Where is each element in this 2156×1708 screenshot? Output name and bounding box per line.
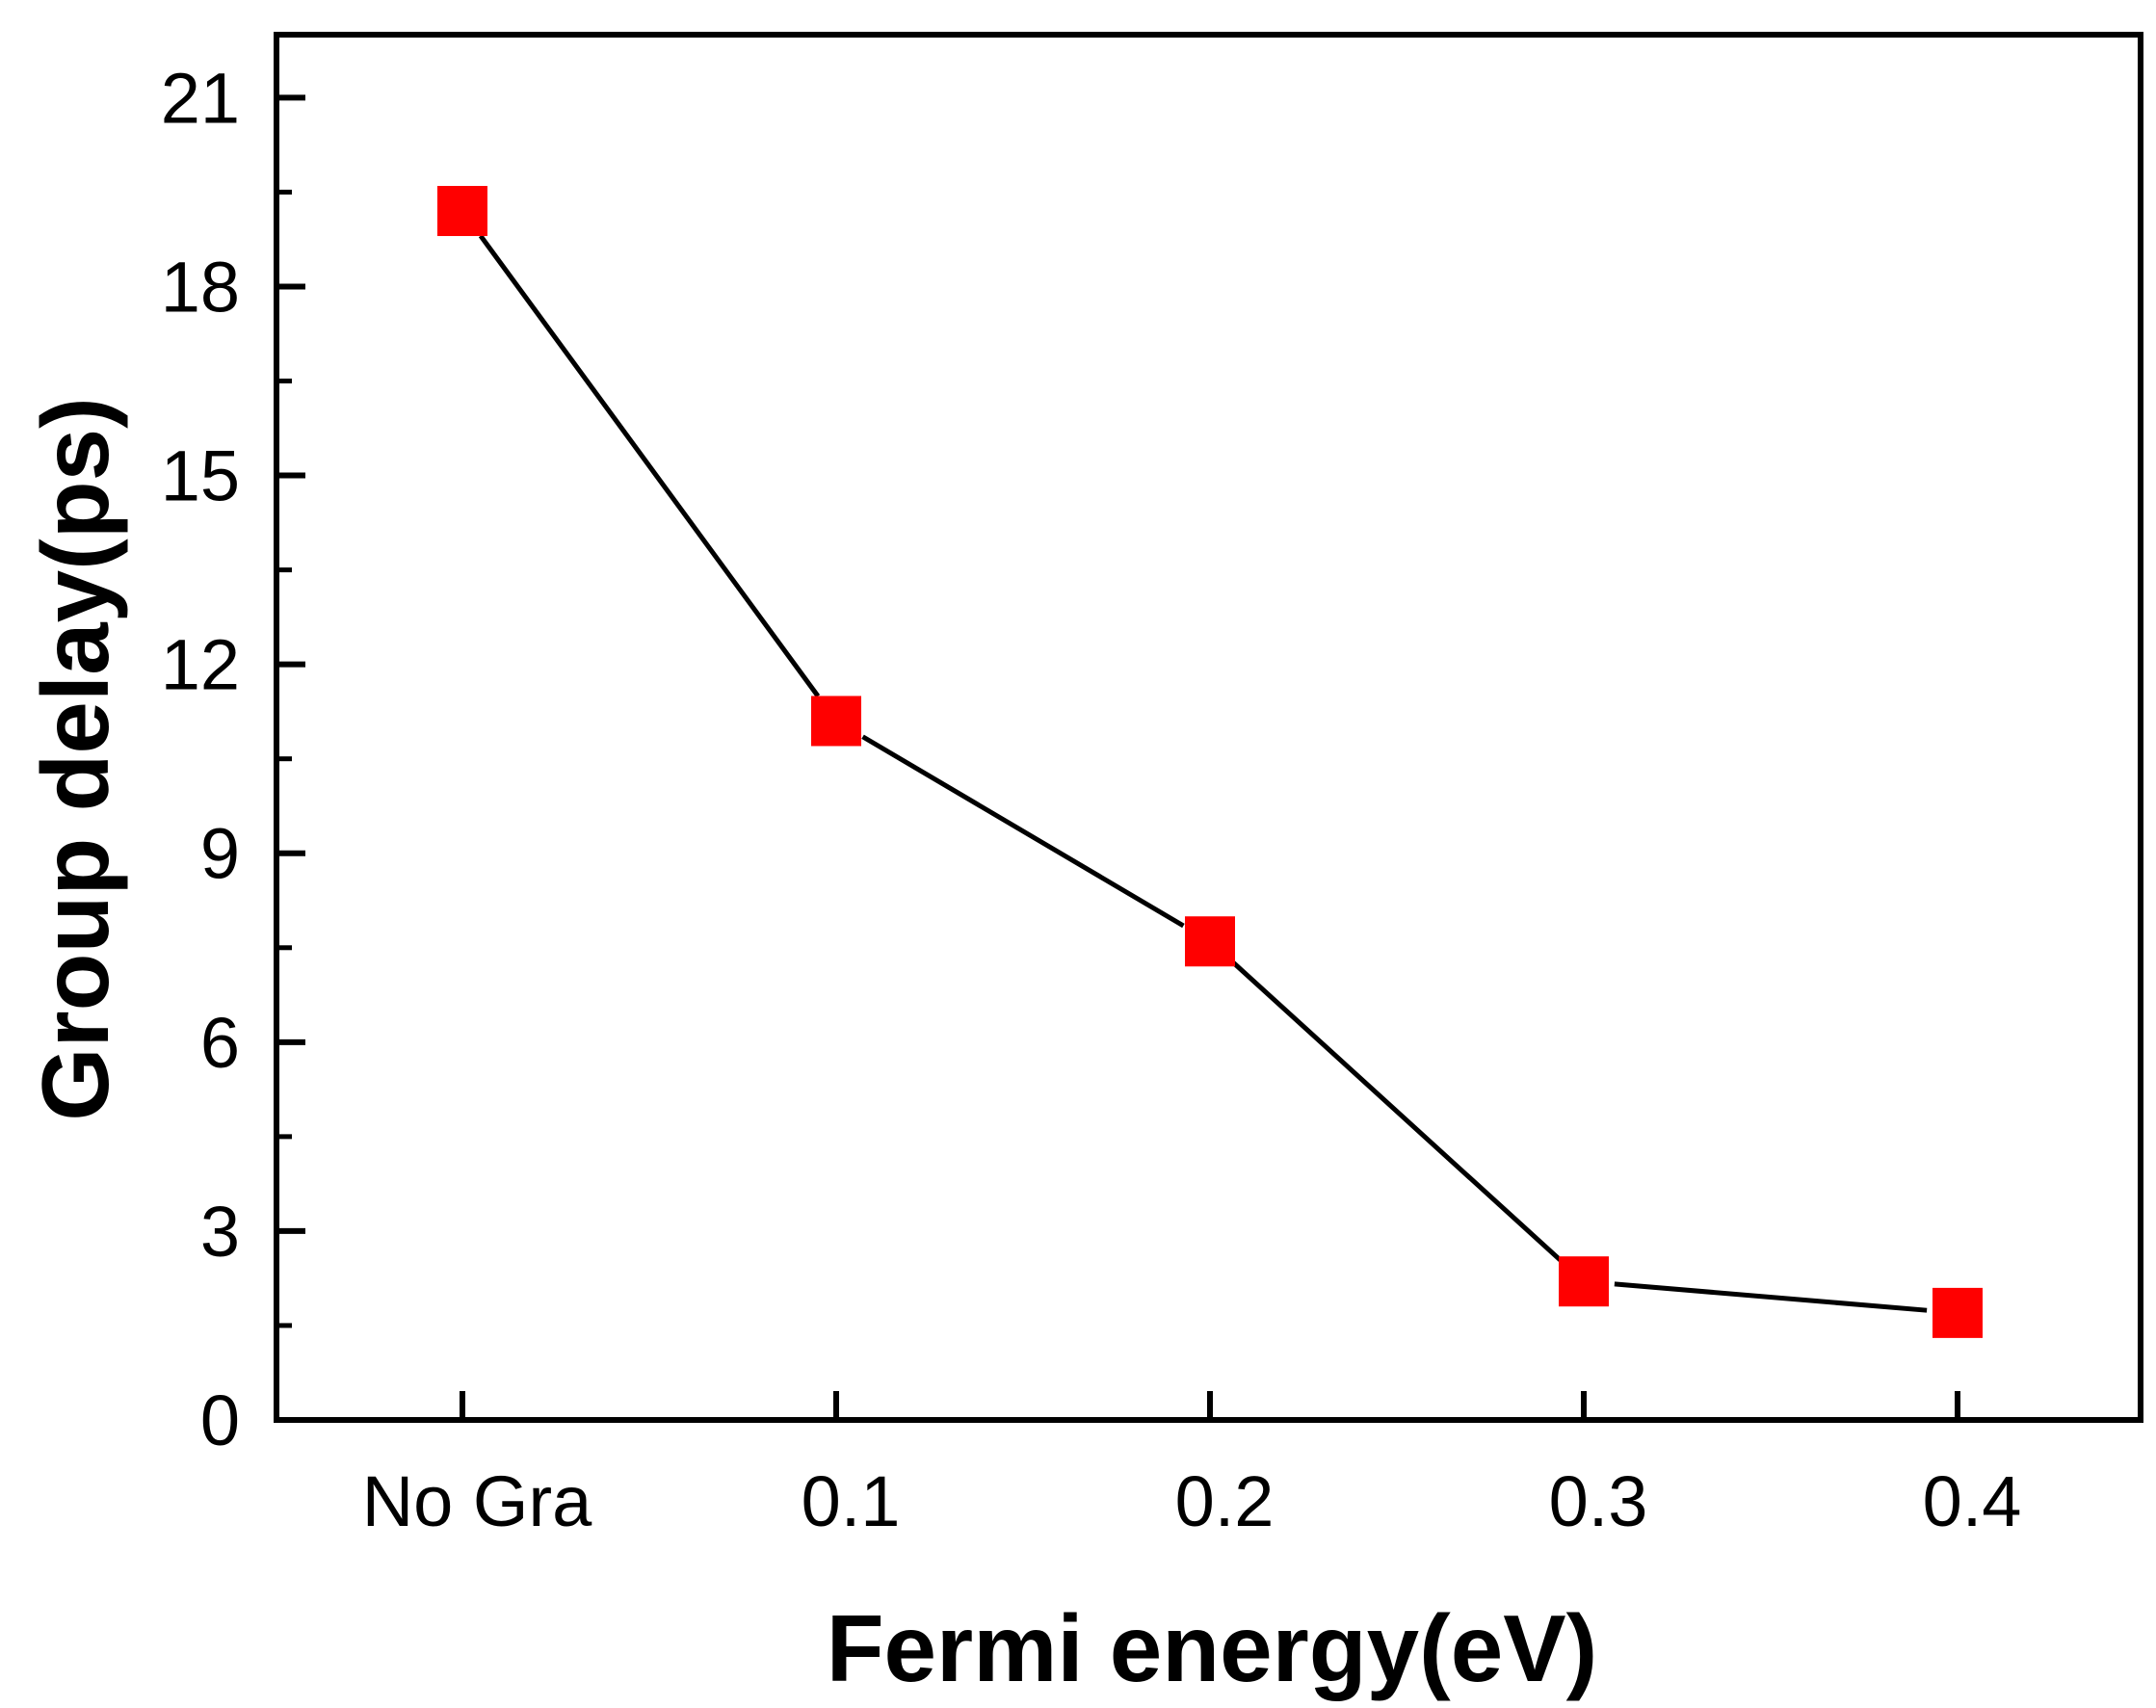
tick-label-layer: 0 3 6 9 12 15 18 21 No Gra 0.1 0.2 0.3 0.4 [161, 58, 2022, 1541]
data-point-marker [1185, 916, 1235, 967]
y-tick-label: 21 [161, 58, 240, 138]
x-tick-label: 0.1 [802, 1461, 901, 1541]
series-line-layer [478, 234, 1928, 1313]
x-tick-label: No Gra [362, 1461, 592, 1541]
x-tick-label: 0.3 [1549, 1461, 1648, 1541]
data-point-marker [1559, 1256, 1609, 1307]
y-axis-title: Group delay(ps) [22, 397, 128, 1120]
y-tick-label: 9 [200, 814, 240, 894]
marker-layer [437, 186, 1983, 1338]
series-line-segment [1614, 1281, 1928, 1313]
series-line-segment [1230, 959, 1564, 1263]
y-tick-label: 3 [200, 1192, 240, 1272]
x-tick-label: 0.4 [1923, 1461, 2022, 1541]
x-axis-title: Fermi energy(eV) [827, 1595, 1598, 1701]
series-line-segment [478, 234, 821, 698]
plot-frame [274, 32, 2143, 1423]
y-tick-label: 6 [200, 1003, 240, 1083]
y-tick-label: 18 [161, 247, 240, 327]
y-tick-label: 15 [161, 436, 240, 516]
data-point-marker [437, 186, 487, 237]
x-tick-label: 0.2 [1175, 1461, 1275, 1541]
data-point-marker [1933, 1287, 1983, 1338]
series-line-segment [861, 734, 1185, 929]
y-tick-label: 12 [161, 625, 240, 705]
y-tick-label: 0 [200, 1380, 240, 1460]
axes-layer [274, 32, 2143, 1423]
data-point-marker [811, 696, 861, 747]
